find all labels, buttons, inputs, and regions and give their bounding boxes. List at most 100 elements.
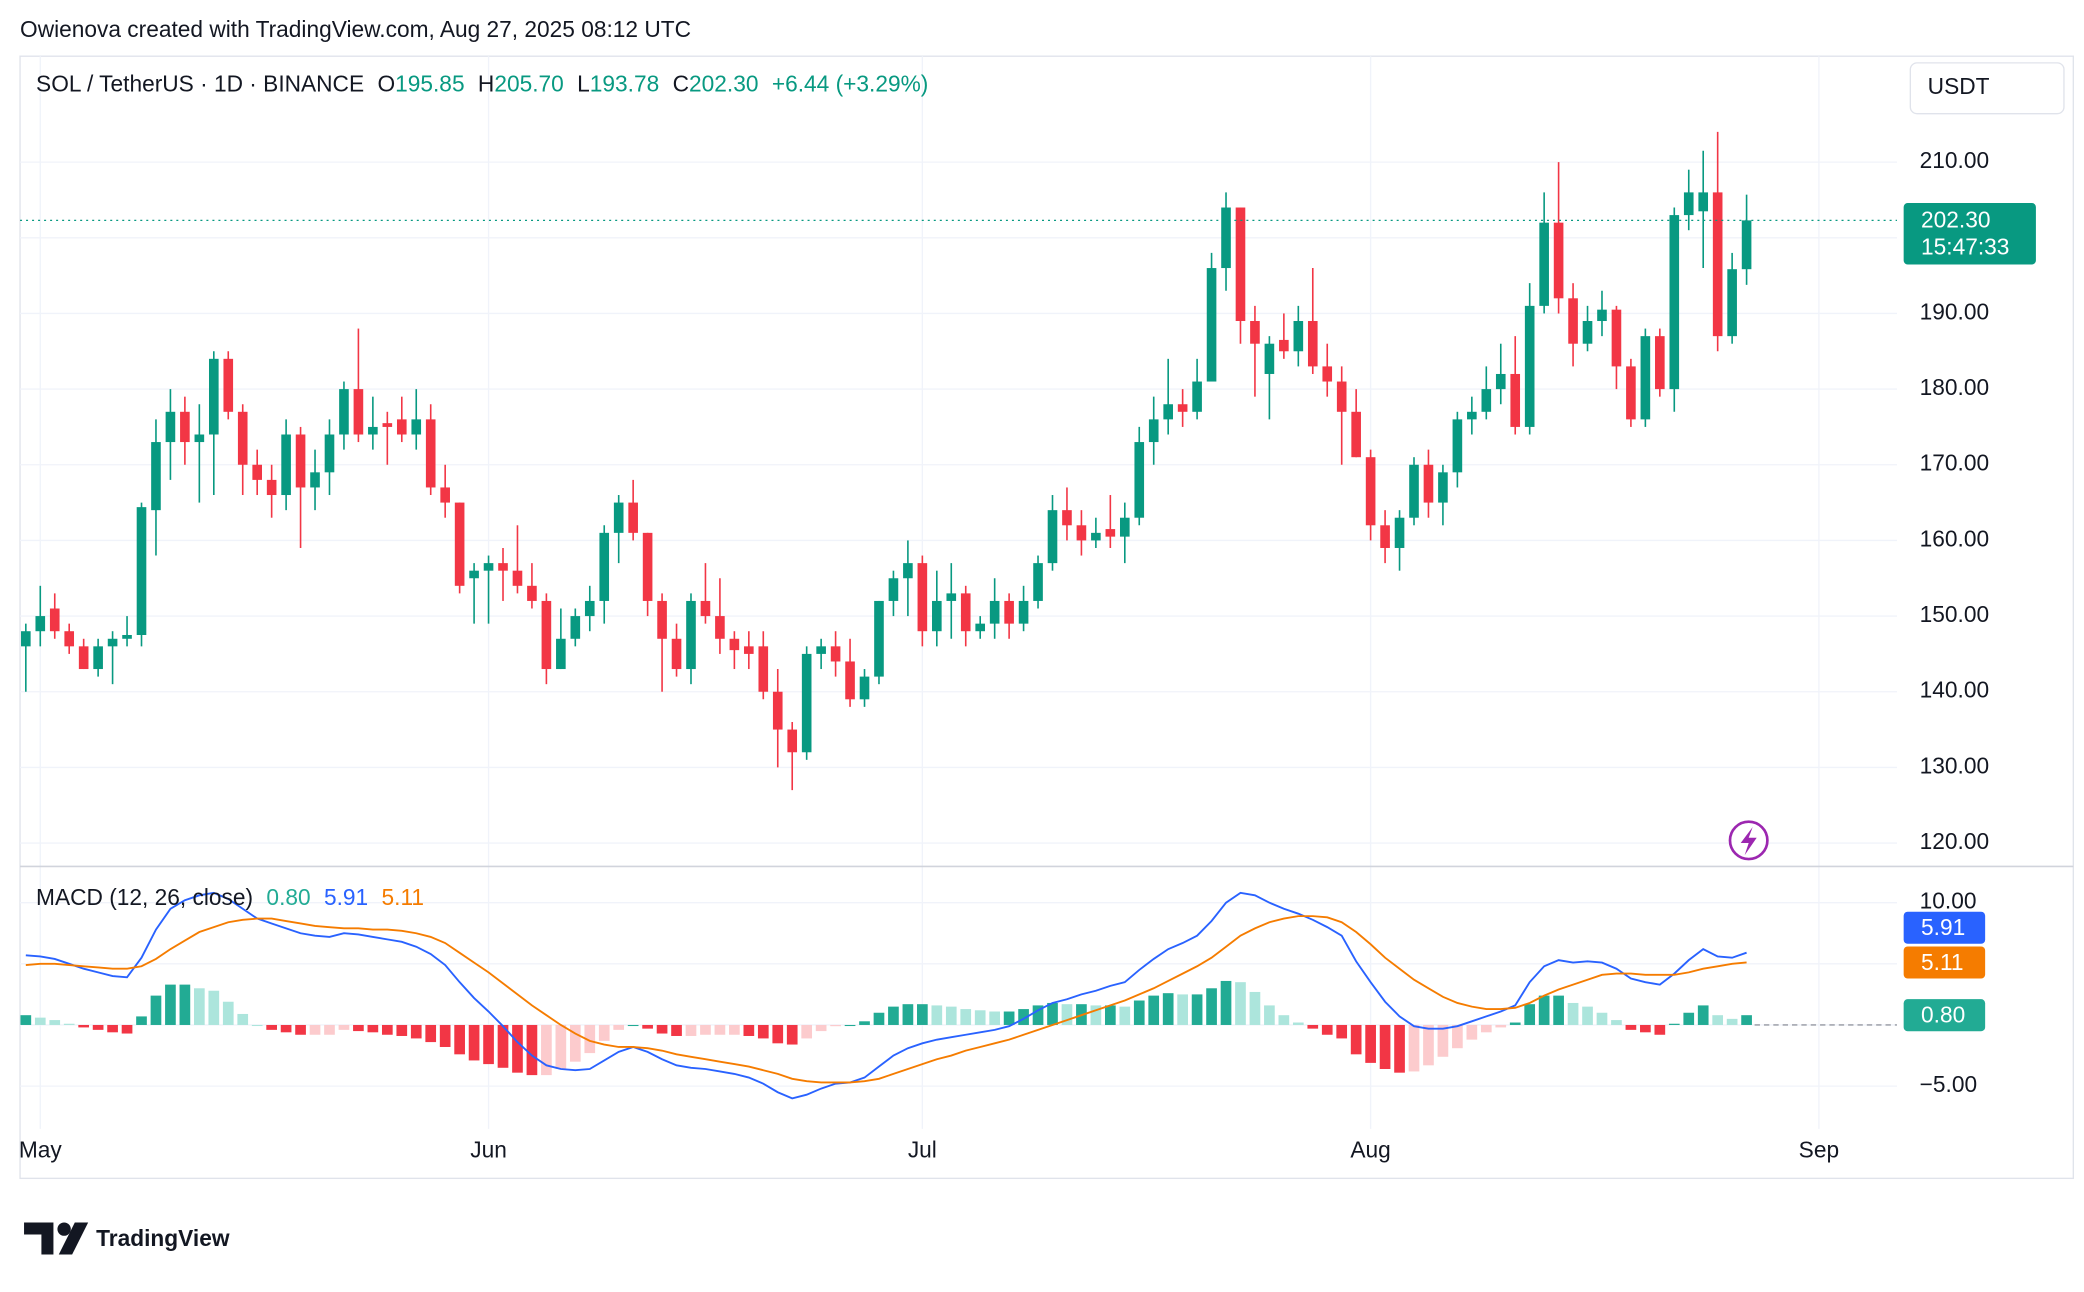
candle-body bbox=[1727, 269, 1737, 337]
candle-body bbox=[1105, 529, 1116, 537]
chart-frame bbox=[19, 55, 2074, 1180]
histogram-bar bbox=[917, 1004, 928, 1025]
currency[interactable]: USDT bbox=[1928, 73, 1990, 99]
candle-body bbox=[237, 411, 248, 465]
histogram-bar bbox=[222, 1001, 234, 1025]
candle-body bbox=[1553, 222, 1564, 299]
y-tick-label: 180.00 bbox=[1920, 374, 1989, 400]
candle-body bbox=[527, 585, 537, 601]
macd-badge bbox=[1903, 911, 1986, 944]
legend-value: 193.78 bbox=[590, 71, 659, 97]
histogram-bar bbox=[656, 1024, 668, 1034]
candle-body bbox=[180, 411, 190, 443]
macd-legend-value: 5.11 bbox=[382, 884, 425, 910]
alert-icon[interactable] bbox=[1728, 820, 1769, 861]
histogram-bar bbox=[1133, 1000, 1145, 1025]
histogram-bar bbox=[63, 1023, 75, 1025]
candle-body bbox=[208, 358, 219, 435]
candle-body bbox=[1582, 321, 1593, 344]
candle-body bbox=[700, 600, 711, 617]
candle-body bbox=[78, 646, 89, 670]
candle-body bbox=[1250, 321, 1260, 344]
macd-badge bbox=[1903, 946, 1986, 979]
candle-body bbox=[1221, 207, 1231, 269]
candle-body bbox=[671, 638, 682, 670]
histogram-bar bbox=[1726, 1018, 1738, 1025]
histogram-bar bbox=[642, 1024, 653, 1029]
candle-body bbox=[64, 631, 75, 647]
histogram-bar bbox=[772, 1024, 784, 1044]
candle-body bbox=[35, 616, 46, 632]
histogram-bar bbox=[729, 1024, 740, 1035]
grid: May Jun Jul Aug Sep 120.00 130.00 140.00 150.00 1… bbox=[19, 56, 1989, 1163]
macd-badge bbox=[1903, 999, 1986, 1032]
histogram-bar bbox=[1350, 1024, 1362, 1055]
histogram-bar bbox=[902, 1004, 914, 1025]
histogram-bar bbox=[989, 1011, 1001, 1025]
histogram-bar bbox=[526, 1024, 538, 1076]
candle-body bbox=[801, 653, 812, 753]
histogram-bar bbox=[1668, 1023, 1680, 1025]
candle-body bbox=[1741, 220, 1752, 270]
candle-body bbox=[1524, 305, 1535, 427]
histogram-bar bbox=[150, 995, 162, 1025]
candle-body bbox=[1495, 373, 1506, 390]
candle-body bbox=[1351, 411, 1361, 458]
candle-body bbox=[411, 419, 422, 435]
histogram-bar bbox=[1423, 1024, 1434, 1066]
histogram-bar bbox=[1480, 1024, 1492, 1033]
histogram-bar bbox=[1235, 982, 1246, 1025]
histogram-bar bbox=[1177, 994, 1188, 1025]
y-tick-label: 140.00 bbox=[1920, 677, 1989, 703]
histogram-bar bbox=[743, 1024, 755, 1036]
legend-value: 205.70 bbox=[494, 71, 563, 97]
candle-body bbox=[932, 600, 942, 632]
histogram-bar bbox=[20, 1015, 32, 1025]
candle-body bbox=[1712, 192, 1723, 337]
histogram-bar bbox=[801, 1024, 813, 1039]
histogram-bar bbox=[1553, 995, 1564, 1025]
histogram-bar bbox=[136, 1016, 147, 1025]
macd-legend-value: 5.91 bbox=[324, 884, 368, 910]
y-tick-label: 120.00 bbox=[1920, 828, 1989, 854]
histogram-bar bbox=[1018, 1009, 1029, 1025]
histogram-bar bbox=[237, 1013, 249, 1025]
candle-body bbox=[295, 434, 306, 488]
histogram-bar bbox=[1495, 1024, 1507, 1028]
candle-body bbox=[223, 358, 234, 412]
histogram-bar bbox=[338, 1024, 350, 1030]
currency-button[interactable] bbox=[1909, 62, 2065, 115]
change: +6.44 (+3.29%) bbox=[772, 71, 929, 97]
histogram-bar bbox=[1625, 1024, 1637, 1030]
histogram-bar bbox=[786, 1024, 798, 1045]
candle-body bbox=[758, 646, 769, 692]
candle-body bbox=[1423, 464, 1434, 503]
candle-body bbox=[1539, 222, 1549, 306]
legend-value: 202.30 bbox=[689, 71, 758, 97]
legend-value: 195.85 bbox=[395, 71, 464, 97]
candle-body bbox=[541, 600, 552, 670]
candle-body bbox=[339, 389, 349, 435]
histogram-bar bbox=[1466, 1024, 1478, 1040]
candle-body bbox=[21, 631, 31, 647]
histogram-bar bbox=[121, 1024, 133, 1034]
candle-body bbox=[816, 646, 826, 654]
histogram-bar bbox=[1278, 1015, 1290, 1025]
candle-body bbox=[107, 638, 118, 647]
histogram-bar bbox=[34, 1017, 46, 1025]
candle-body bbox=[830, 646, 841, 662]
macd-title: MACD (12, 26, close) bbox=[36, 884, 253, 910]
histogram-bar bbox=[1379, 1024, 1391, 1069]
histogram-bar bbox=[859, 1021, 870, 1025]
candle-body bbox=[1626, 366, 1636, 420]
candle-body bbox=[122, 634, 132, 639]
histogram-bar bbox=[1582, 1006, 1593, 1025]
candle-body bbox=[975, 623, 986, 632]
candle-body bbox=[917, 563, 928, 632]
candle-body bbox=[845, 661, 855, 700]
candle-body bbox=[1438, 472, 1448, 503]
histogram-bar bbox=[483, 1024, 494, 1065]
histogram-bar bbox=[1567, 1002, 1579, 1025]
histogram-bar bbox=[1307, 1024, 1319, 1029]
